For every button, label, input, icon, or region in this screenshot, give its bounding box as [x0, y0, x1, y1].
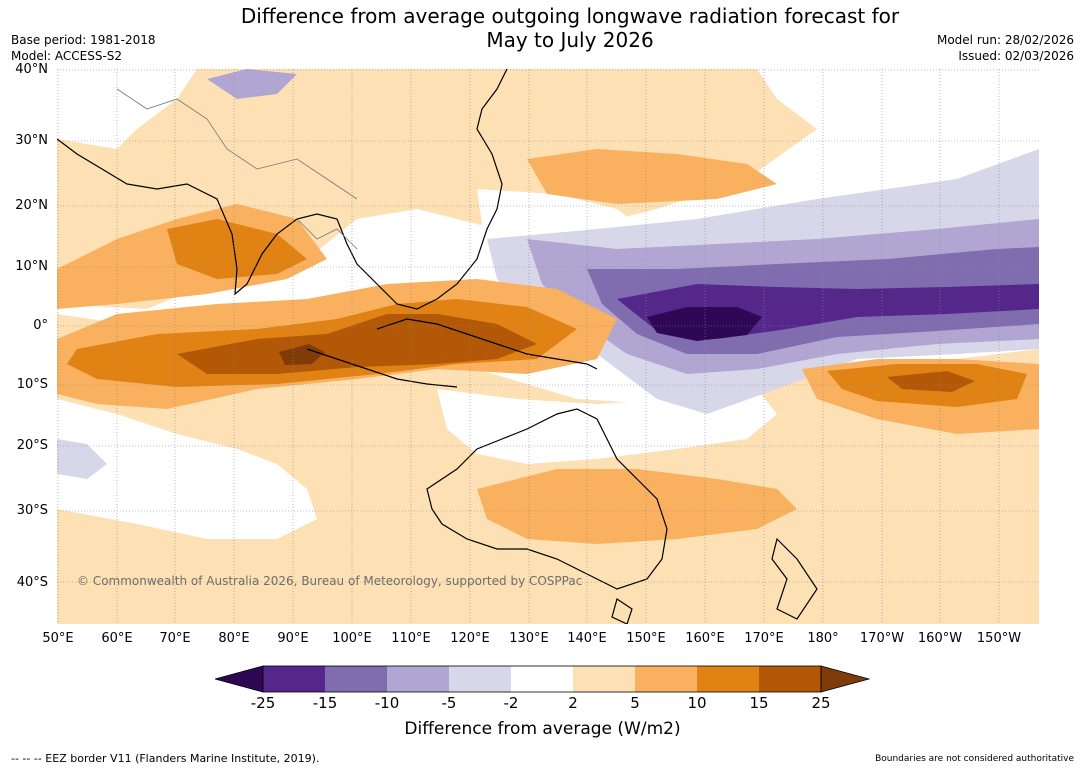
- boundary-disclaimer: Boundaries are not considered authoritat…: [875, 754, 1074, 764]
- model-name: Model: ACCESS-S2: [11, 49, 123, 63]
- colorbar-arrow-left: [215, 665, 264, 693]
- country-borders: [116, 88, 358, 250]
- anomaly-region-west-purple: [57, 439, 107, 479]
- eez-border-note: -- -- -- EEZ border V11 (Flanders Marine…: [11, 752, 320, 765]
- lat-label-10n: 10°N: [15, 259, 48, 274]
- colorbar-outline: [262, 665, 822, 693]
- lon-label-170w: 170°W: [859, 631, 905, 646]
- lon-label-120e: 120°E: [450, 631, 490, 646]
- issued-date: Issued: 02/03/2026: [958, 49, 1074, 63]
- anomaly-map: [57, 69, 1039, 624]
- lon-label-170e: 170°E: [744, 631, 784, 646]
- lat-label-10s: 10°S: [16, 377, 48, 392]
- colorbar-swatch-8: [697, 666, 759, 692]
- colorbar-tick-8: 10: [687, 694, 707, 712]
- lat-label-20s: 20°S: [16, 438, 48, 453]
- lat-label-30s: 30°S: [16, 503, 48, 518]
- colorbar-title: Difference from average (W/m2): [404, 719, 681, 739]
- lon-label-100e: 100°E: [332, 631, 372, 646]
- colorbar-tick-1: -25: [250, 694, 276, 712]
- map-title: Difference from average outgoing longwav…: [0, 4, 1085, 52]
- anomaly-region-australia-orange: [477, 469, 797, 544]
- colorbar-tick-9: 15: [749, 694, 769, 712]
- meta-right: Model run: 28/02/2026 Issued: 02/03/2026: [937, 32, 1074, 64]
- title-line-1: Difference from average outgoing longwav…: [240, 4, 900, 28]
- colorbar-tick-10: 25: [811, 694, 831, 712]
- lat-label-40n: 40°N: [15, 62, 48, 77]
- colorbar-swatch-1: [263, 666, 325, 692]
- anomaly-region-south-pacific-brown: [887, 371, 975, 392]
- lon-label-150e: 150°E: [626, 631, 666, 646]
- near-average-region-sw: [57, 399, 317, 539]
- anomaly-region-bay-of-bengal-dark-orange: [167, 219, 307, 279]
- colorbar-tick-2: -15: [312, 694, 338, 712]
- colorbar-tick-6: 2: [568, 694, 578, 712]
- lon-label-160w: 160°W: [917, 631, 963, 646]
- coastlines: [57, 69, 818, 624]
- lon-label-180: 180°: [807, 631, 839, 646]
- colorbar-swatch-2: [325, 666, 387, 692]
- colorbar-swatch-4: [449, 666, 511, 692]
- colorbar-tick-7: 5: [630, 694, 640, 712]
- lon-label-110e: 110°E: [391, 631, 431, 646]
- colorbar-swatch-7: [635, 666, 697, 692]
- colorbar: [215, 665, 870, 693]
- map-area: [57, 69, 1039, 624]
- lat-label-40s: 40°S: [16, 575, 48, 590]
- lon-label-160e: 160°E: [685, 631, 725, 646]
- anomaly-region-himalaya-purple: [207, 69, 297, 99]
- lon-label-130e: 130°E: [509, 631, 549, 646]
- lon-label-150w: 150°W: [976, 631, 1022, 646]
- lon-label-90e: 90°E: [277, 631, 309, 646]
- lat-label-equator: 0°: [33, 318, 48, 333]
- anomaly-region-nw-pacific-orange: [527, 149, 777, 204]
- meta-left: Base period: 1981-2018 Model: ACCESS-S2: [11, 32, 156, 64]
- colorbar-swatch-3: [387, 666, 449, 692]
- title-line-2: May to July 2026: [486, 28, 654, 52]
- colorbar-tick-3: -10: [374, 694, 400, 712]
- lon-label-80e: 80°E: [218, 631, 250, 646]
- colorbar-swatch-5: [511, 666, 573, 692]
- colorbar-arrow-right: [820, 665, 870, 693]
- lon-label-50e: 50°E: [42, 631, 74, 646]
- anomaly-region-south-light: [57, 314, 1039, 624]
- anomaly-region-pacific-deepest-purple: [647, 307, 762, 341]
- graticule: [57, 69, 1039, 624]
- colorbar-tick-5: -2: [503, 694, 519, 712]
- anomaly-region-maritime-brown: [177, 314, 537, 374]
- colorbar-swatch-6: [573, 666, 635, 692]
- colorbar-tick-4: -5: [441, 694, 457, 712]
- base-period: Base period: 1981-2018: [11, 33, 156, 47]
- map-copyright: © Commonwealth of Australia 2026, Bureau…: [77, 574, 583, 588]
- near-average-region-asia: [57, 69, 197, 139]
- colorbar-swatch-9: [759, 666, 821, 692]
- lat-label-30n: 30°N: [15, 133, 48, 148]
- anomaly-region-indian-ocean-darkest: [279, 344, 325, 365]
- lat-label-20n: 20°N: [15, 198, 48, 213]
- lon-label-60e: 60°E: [101, 631, 133, 646]
- model-run: Model run: 28/02/2026: [936, 33, 1074, 47]
- lon-label-140e: 140°E: [567, 631, 607, 646]
- lon-label-70e: 70°E: [159, 631, 191, 646]
